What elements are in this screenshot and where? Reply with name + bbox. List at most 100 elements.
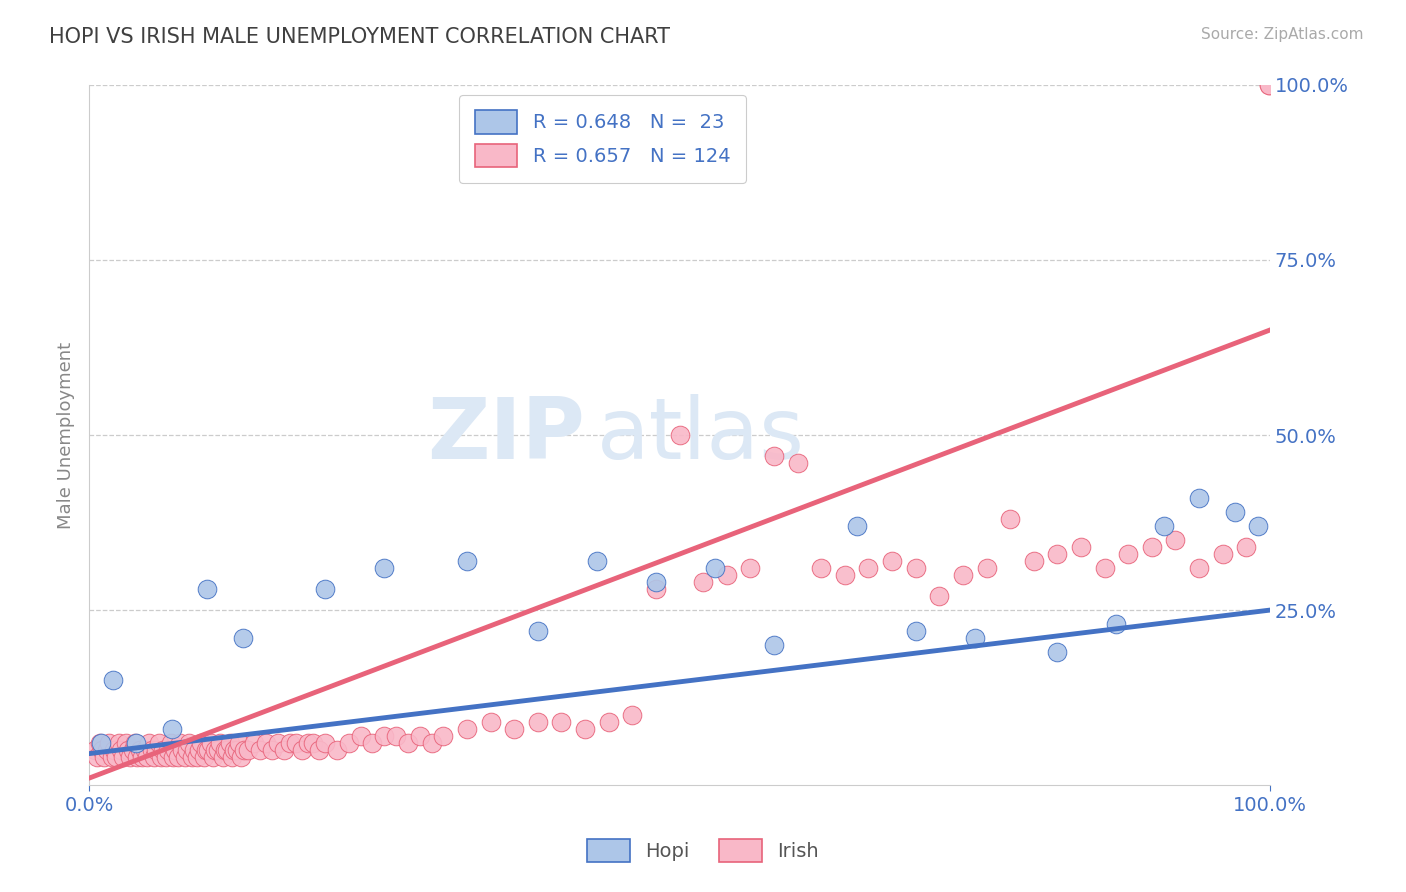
Point xyxy=(550,715,572,730)
Point xyxy=(141,743,163,757)
Point xyxy=(131,750,153,764)
Point xyxy=(221,750,243,764)
Point xyxy=(89,736,111,750)
Point xyxy=(91,743,114,757)
Point xyxy=(503,722,526,736)
Point xyxy=(291,743,314,757)
Point xyxy=(96,743,118,757)
Point xyxy=(134,743,156,757)
Point xyxy=(1046,645,1069,659)
Point xyxy=(160,722,183,736)
Point xyxy=(143,750,166,764)
Point xyxy=(103,743,125,757)
Point xyxy=(644,582,666,596)
Point xyxy=(1153,519,1175,533)
Point xyxy=(716,568,738,582)
Point xyxy=(100,750,122,764)
Point xyxy=(165,743,187,757)
Point xyxy=(1094,561,1116,575)
Point xyxy=(904,561,927,575)
Point xyxy=(150,750,173,764)
Point xyxy=(308,743,330,757)
Point xyxy=(179,736,201,750)
Point xyxy=(834,568,856,582)
Point xyxy=(155,750,177,764)
Point xyxy=(114,736,136,750)
Point xyxy=(1188,561,1211,575)
Y-axis label: Male Unemployment: Male Unemployment xyxy=(58,342,75,529)
Point xyxy=(1223,505,1246,519)
Point xyxy=(176,743,198,757)
Point xyxy=(197,743,219,757)
Text: HOPI VS IRISH MALE UNEMPLOYMENT CORRELATION CHART: HOPI VS IRISH MALE UNEMPLOYMENT CORRELAT… xyxy=(49,27,671,46)
Point xyxy=(1140,540,1163,554)
Point xyxy=(224,743,246,757)
Point xyxy=(231,750,253,764)
Point xyxy=(166,750,188,764)
Point xyxy=(249,743,271,757)
Point xyxy=(314,582,336,596)
Point xyxy=(456,722,478,736)
Point xyxy=(703,561,725,575)
Point xyxy=(1116,547,1139,561)
Point xyxy=(1164,533,1187,547)
Point xyxy=(1234,540,1257,554)
Legend: Hopi, Irish: Hopi, Irish xyxy=(571,823,835,878)
Point xyxy=(172,743,194,757)
Text: atlas: atlas xyxy=(598,393,804,476)
Point xyxy=(127,750,149,764)
Point xyxy=(692,575,714,590)
Point xyxy=(157,743,180,757)
Point xyxy=(326,743,349,757)
Point xyxy=(105,750,128,764)
Point xyxy=(786,456,808,470)
Point xyxy=(232,743,254,757)
Point xyxy=(574,722,596,736)
Point xyxy=(456,554,478,568)
Point xyxy=(409,729,432,743)
Point xyxy=(124,736,146,750)
Point xyxy=(904,624,927,639)
Point xyxy=(152,743,174,757)
Point xyxy=(90,736,112,750)
Point xyxy=(1247,519,1270,533)
Point xyxy=(963,631,986,645)
Point xyxy=(350,729,373,743)
Point xyxy=(527,624,550,639)
Point xyxy=(86,750,108,764)
Point xyxy=(302,736,325,750)
Point xyxy=(297,736,319,750)
Point xyxy=(740,561,762,575)
Point xyxy=(845,519,868,533)
Point xyxy=(396,736,419,750)
Point xyxy=(232,631,254,645)
Point xyxy=(125,736,148,750)
Point xyxy=(267,736,290,750)
Point xyxy=(202,750,225,764)
Point xyxy=(195,582,218,596)
Point xyxy=(207,743,229,757)
Point xyxy=(527,715,550,730)
Point xyxy=(1022,554,1045,568)
Point xyxy=(110,743,132,757)
Point xyxy=(880,554,903,568)
Point xyxy=(385,729,408,743)
Point xyxy=(273,743,295,757)
Point xyxy=(668,428,690,442)
Point xyxy=(209,736,232,750)
Point xyxy=(1257,78,1279,92)
Point xyxy=(337,736,360,750)
Point xyxy=(644,575,666,590)
Point xyxy=(162,750,184,764)
Legend: R = 0.648   N =  23, R = 0.657   N = 124: R = 0.648 N = 23, R = 0.657 N = 124 xyxy=(458,95,747,183)
Point xyxy=(98,736,121,750)
Point xyxy=(145,743,167,757)
Point xyxy=(1257,78,1279,92)
Point xyxy=(187,743,209,757)
Point xyxy=(84,743,107,757)
Point xyxy=(373,561,395,575)
Point xyxy=(361,736,384,750)
Point xyxy=(225,743,247,757)
Point xyxy=(190,736,212,750)
Point xyxy=(117,743,139,757)
